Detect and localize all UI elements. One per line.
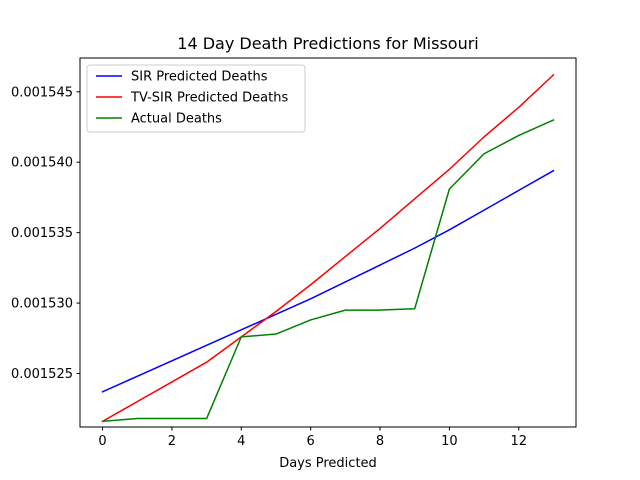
legend: SIR Predicted Deaths TV-SIR Predicted Dea…	[86, 64, 306, 133]
x-tick-label: 10	[441, 434, 458, 449]
chart-title: 14 Day Death Predictions for Missouri	[177, 34, 478, 53]
x-tick-label: 8	[376, 434, 384, 449]
y-tick-label: 0.001545	[11, 85, 73, 100]
legend-label-3: Actual Deaths	[131, 112, 222, 127]
legend-label-2: TV-SIR Predicted Deaths	[130, 91, 288, 106]
y-axis: 0.001525 0.001530 0.001535 0.001540 0.001545	[11, 85, 80, 382]
y-tick-label: 0.001535	[11, 226, 73, 241]
x-tick-label: 4	[237, 434, 245, 449]
y-tick-label: 0.001530	[11, 297, 73, 312]
legend-box	[86, 64, 306, 133]
series-line-1	[101, 169, 555, 393]
legend-label-1: SIR Predicted Deaths	[131, 70, 268, 85]
y-tick-label: 0.001540	[11, 156, 73, 171]
series-line-3	[101, 118, 555, 423]
x-axis: 0 2 4 6 8 10 12	[98, 427, 527, 449]
x-tick-label: 12	[510, 434, 527, 449]
y-tick-label: 0.001525	[11, 367, 73, 382]
x-tick-label: 6	[307, 434, 315, 449]
x-axis-label: Days Predicted	[279, 456, 377, 471]
plot-frame	[79, 57, 577, 428]
x-tick-label: 2	[168, 434, 176, 449]
plot-area	[101, 73, 555, 423]
x-tick-label: 0	[98, 434, 106, 449]
series-line-2	[101, 73, 555, 423]
